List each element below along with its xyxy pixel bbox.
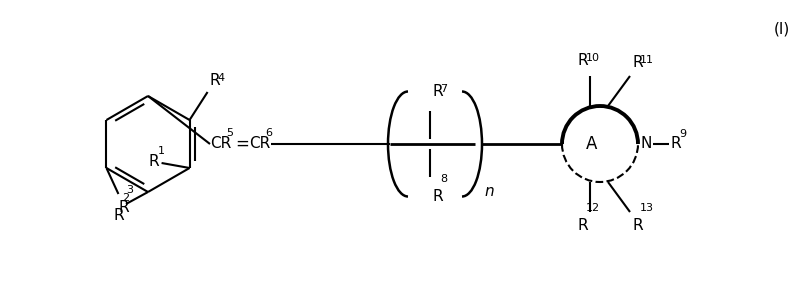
Text: R: R xyxy=(432,84,443,99)
Text: 10: 10 xyxy=(586,53,600,63)
Text: 9: 9 xyxy=(679,129,686,139)
Text: 7: 7 xyxy=(440,84,447,94)
Text: CR: CR xyxy=(210,136,231,152)
Text: 5: 5 xyxy=(226,128,233,138)
Text: R: R xyxy=(113,208,124,223)
Text: 4: 4 xyxy=(217,73,225,83)
Text: R: R xyxy=(578,53,588,68)
Text: R: R xyxy=(578,218,588,233)
Text: n: n xyxy=(484,184,494,199)
Text: R: R xyxy=(149,154,159,168)
Text: 8: 8 xyxy=(440,174,447,184)
Text: =: = xyxy=(235,135,249,153)
Text: 11: 11 xyxy=(640,55,654,65)
Text: R: R xyxy=(671,136,682,152)
Text: R: R xyxy=(432,189,443,204)
Text: (I): (I) xyxy=(774,22,790,37)
Text: R: R xyxy=(209,73,221,88)
Text: 3: 3 xyxy=(126,185,133,195)
Text: 13: 13 xyxy=(640,203,654,213)
Text: N: N xyxy=(640,136,651,152)
Text: R: R xyxy=(632,55,642,70)
Text: A: A xyxy=(587,135,598,153)
Text: 1: 1 xyxy=(158,146,165,156)
Text: 12: 12 xyxy=(586,203,600,213)
Text: R: R xyxy=(632,218,642,233)
Text: 2: 2 xyxy=(122,193,129,203)
Text: 6: 6 xyxy=(265,128,272,138)
Text: R: R xyxy=(119,200,129,215)
Text: CR: CR xyxy=(249,136,270,152)
